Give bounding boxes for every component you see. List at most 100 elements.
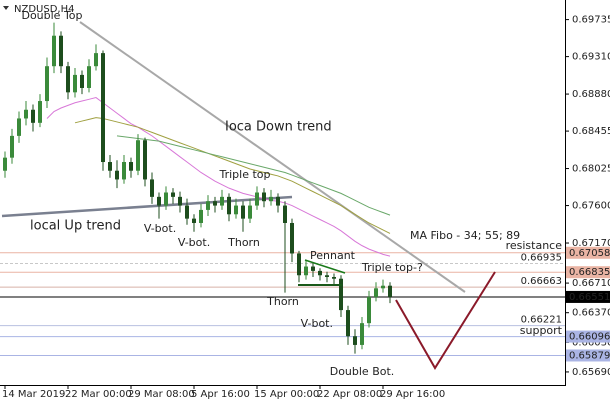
candle-body — [290, 222, 294, 254]
candle-body — [304, 266, 308, 276]
candle-body — [388, 285, 392, 297]
candle-body — [381, 285, 385, 289]
annotation: V-bot. — [144, 222, 176, 235]
y-tick-label: 0.69310 — [572, 52, 610, 63]
y-tick-label: 0.67600 — [572, 201, 610, 212]
pennant-line — [304, 259, 346, 274]
candle-body — [66, 66, 70, 93]
y-tick-label: 0.68025 — [572, 164, 610, 175]
y-tick-label: 0.66710 — [572, 278, 610, 289]
candle-body — [157, 196, 161, 206]
ma-line — [74, 117, 391, 234]
candle-body — [87, 66, 91, 88]
candle-body — [339, 278, 343, 311]
annotation: Thorn — [227, 236, 260, 249]
candle-body — [80, 74, 84, 88]
price-box-label: 0.67058 — [569, 248, 610, 259]
x-tick-label: 29 Mar 08:00 — [128, 389, 195, 400]
ma-line — [116, 135, 391, 216]
candle-body — [178, 196, 182, 206]
price-box-label: 0.65879 — [569, 350, 610, 361]
axis: 0.69735 0.69310 0.68880 0.68455 0.68025 0.676… — [2, 15, 610, 400]
candle-body — [59, 35, 63, 67]
y-tick-label: 0.66030 — [572, 337, 610, 348]
candle-body — [136, 140, 140, 171]
candle-body — [241, 205, 245, 219]
candle-body — [108, 162, 112, 171]
annotation: MA Fibo - 34; 55; 89 — [410, 229, 520, 242]
candle-body — [171, 192, 175, 197]
candle-body — [45, 66, 49, 102]
candle-body — [360, 323, 364, 345]
y-tick-label: 0.68880 — [572, 89, 610, 100]
candle-body — [199, 209, 203, 223]
candle-body — [283, 205, 287, 223]
candle-body — [38, 101, 42, 123]
chart-title: NZDUSD,H4 — [14, 4, 74, 15]
x-tick-label: 22 Mar 00:00 — [65, 389, 132, 400]
annotation: Triple top-? — [361, 261, 423, 274]
candle-body — [115, 170, 119, 180]
price-box — [566, 290, 610, 303]
y-tick-label: 0.66370 — [572, 308, 610, 319]
price-box — [566, 246, 610, 259]
candle-body — [248, 205, 252, 219]
candle-body — [164, 192, 168, 206]
candle-body — [10, 135, 14, 158]
candle-body — [150, 179, 154, 197]
price-box-label: 0.66096 — [569, 332, 610, 343]
annotation: Double Bot. — [330, 365, 395, 378]
annotation: V-bot. — [301, 317, 333, 330]
projection — [395, 271, 496, 370]
x-tick-label: 15 Apr 00:00 — [254, 389, 319, 400]
y-tick-label: 0.68455 — [572, 126, 610, 137]
y-tick-label: 0.65690 — [572, 367, 610, 378]
annotation: Double Top — [21, 9, 82, 22]
x-tick-label: 29 Apr 16:00 — [380, 389, 445, 400]
candle-body — [129, 162, 133, 171]
candle-body — [31, 109, 35, 123]
candle-body — [17, 118, 21, 136]
candle-body — [101, 53, 105, 163]
annotation: Pennant — [310, 249, 356, 262]
annotation: Ioca Down trend — [225, 120, 332, 135]
candle-body — [332, 276, 336, 279]
candle-body — [220, 196, 224, 206]
y-tick-label: 0.69735 — [572, 15, 610, 26]
candle-body — [24, 109, 28, 119]
candles — [3, 22, 392, 354]
candle-body — [73, 74, 77, 93]
candle-body — [262, 192, 266, 202]
price-box — [566, 330, 610, 343]
annotation: Triple top — [218, 168, 270, 181]
x-tick-label: 14 Mar 2019 — [2, 389, 65, 400]
candle-body — [234, 205, 238, 215]
candle-body — [52, 35, 56, 67]
candle-body — [374, 288, 378, 298]
candle-body — [143, 140, 147, 180]
price-box — [566, 349, 610, 362]
annotation: support — [520, 324, 563, 337]
down-trend-line — [79, 21, 466, 293]
candle-body — [255, 192, 259, 206]
x-tick-label: 5 Apr 16:00 — [191, 389, 250, 400]
candle-body — [353, 336, 357, 345]
price-box-label: 0.66835 — [569, 267, 610, 278]
candle-body — [3, 157, 7, 171]
price-box — [566, 266, 610, 279]
candle-body — [276, 196, 280, 206]
candle-body — [311, 266, 315, 271]
candle-body — [346, 310, 350, 337]
x-tick-label: 22 Apr 08:00 — [317, 389, 382, 400]
level-label: 0.66935 — [521, 252, 562, 263]
levels: 0.66935 0.66663 0.66221 — [0, 252, 565, 356]
annotation: resistance — [506, 239, 563, 252]
up-trend-line — [1, 195, 293, 218]
candle-body — [325, 275, 329, 277]
level-label: 0.66663 — [521, 276, 562, 287]
annotation: local Up trend — [30, 219, 121, 234]
price-box-label: 0.66551 — [569, 292, 610, 303]
